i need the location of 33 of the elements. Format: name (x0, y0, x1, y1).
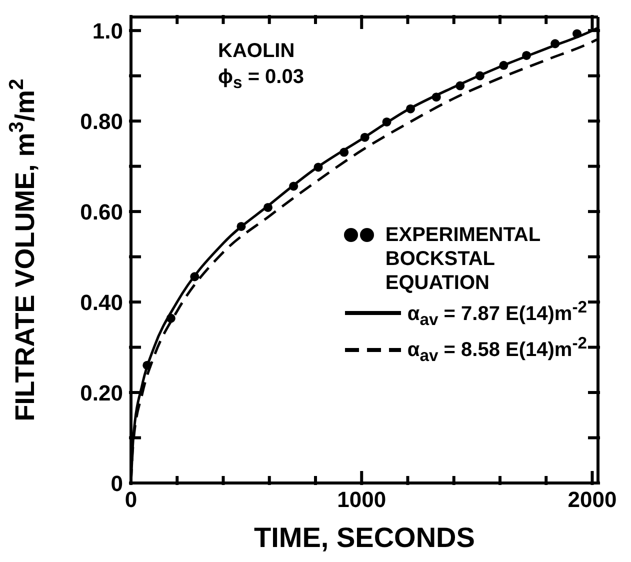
y-tick-label: 0.40 (80, 290, 123, 316)
point (263, 202, 272, 212)
point (550, 39, 560, 48)
x-tick-label: 2000 (568, 487, 617, 512)
y-tick-label: 0.80 (80, 109, 123, 134)
annotation: ϕ$_{s}$ = 0.03 (218, 66, 304, 92)
legend-label: EXPERIMENTAL (385, 224, 541, 246)
annotation: BOCKSTAL EQUATION (385, 248, 495, 294)
point (432, 92, 441, 102)
point (360, 132, 370, 142)
point (190, 272, 200, 282)
point (382, 117, 392, 126)
point (142, 360, 152, 370)
y-tick-label: 1.0 (92, 18, 123, 44)
point (314, 162, 323, 172)
point (499, 60, 508, 70)
x-tick-label: 1000 (337, 487, 386, 512)
point (522, 50, 532, 60)
legend-label: α$_{av}$ = 7.87 E(14)m$^{-2}$ (407, 297, 587, 329)
point (340, 148, 349, 157)
point (289, 182, 298, 191)
point (475, 71, 484, 80)
annotation: KAOLIN (218, 40, 295, 62)
y-tick-label: 0.20 (80, 380, 123, 406)
y-tick-label: 0 (110, 471, 123, 496)
x-axis-title: TIME, SECONDS (254, 522, 475, 553)
y-tick-label: 0.60 (80, 200, 123, 225)
point (236, 222, 246, 231)
point (456, 81, 465, 90)
point (406, 104, 416, 114)
point (166, 314, 176, 323)
legend-label: α$_{av}$ = 8.58 E(14)m$^{-2}$ (407, 334, 587, 366)
point (572, 29, 582, 38)
